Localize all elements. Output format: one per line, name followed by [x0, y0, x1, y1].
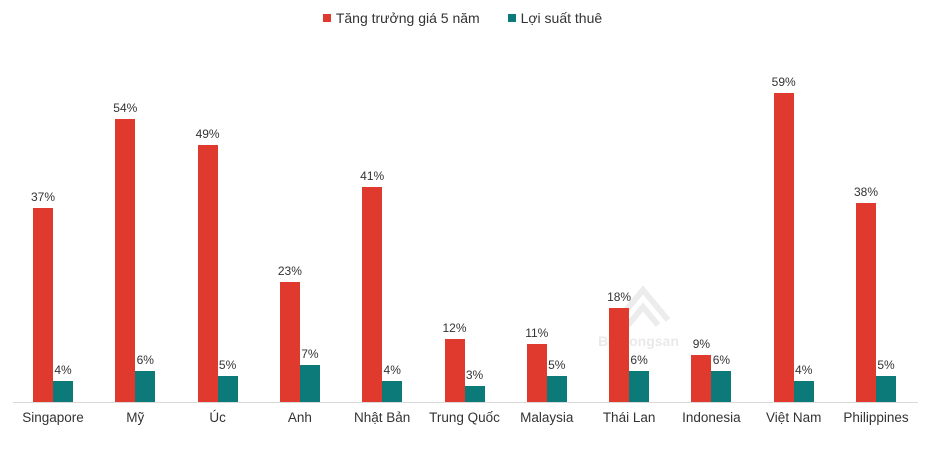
bar-yield: [135, 371, 156, 402]
x-axis-label: Malaysia: [520, 410, 574, 425]
value-label-yield: 6%: [630, 353, 648, 367]
value-label-growth: 37%: [30, 190, 56, 204]
bar-group: 49% 5%: [178, 40, 260, 402]
value-label-yield: 5%: [218, 358, 237, 372]
bar-yield: [793, 381, 814, 402]
bar-group: 23% 7%: [260, 40, 342, 402]
value-label-growth: 54%: [113, 101, 138, 115]
value-label-growth: 12%: [442, 321, 467, 335]
x-axis-label: Singapore: [22, 410, 84, 425]
value-label-yield: 6%: [136, 353, 154, 367]
bar-yield: [53, 381, 73, 402]
value-label-yield: 5%: [877, 358, 895, 372]
bar-yield: [711, 371, 732, 402]
bar-growth: [856, 203, 876, 402]
value-label-growth: 23%: [277, 264, 302, 278]
bar-group: 41% 4%: [342, 40, 424, 402]
value-label-growth: 59%: [771, 75, 796, 89]
bar-group: 54% 6%: [95, 40, 177, 402]
bar-yield: [546, 376, 567, 402]
bar-growth: [279, 282, 300, 402]
x-axis-label: Việt Nam: [766, 410, 822, 425]
bar-group: 59% 4%: [754, 40, 836, 402]
bar-yield: [629, 371, 650, 402]
value-label-growth: 38%: [853, 185, 879, 199]
bar-growth: [773, 93, 794, 402]
bar-growth: [115, 119, 136, 402]
bar-yield: [464, 386, 485, 402]
bar-growth: [526, 344, 547, 402]
bar-chart-plot-area: 37% 4% 54% 6% 49% 5% 23% 7% 41% 4% 12% 3% 11% 5% 18% 6%…: [13, 40, 918, 402]
chart-legend: Tăng trưởng giá 5 năm Lợi suất thuê: [0, 9, 925, 26]
value-label-growth: 9%: [692, 337, 711, 351]
bar-yield: [299, 365, 320, 402]
legend-item-growth: Tăng trưởng giá 5 năm: [322, 10, 480, 26]
value-label-yield: 5%: [548, 358, 566, 372]
x-axis-label: Úc: [209, 410, 226, 425]
legend-label-growth: Tăng trưởng giá 5 năm: [335, 10, 480, 26]
value-label-yield: 4%: [383, 363, 401, 377]
x-axis-label: Indonesia: [682, 410, 741, 425]
value-label-yield: 4%: [54, 363, 72, 377]
legend-item-yield: Lợi suất thuê: [507, 10, 603, 26]
x-axis-line: [13, 402, 918, 403]
bar-growth: [444, 339, 465, 402]
value-label-growth: 49%: [195, 127, 220, 141]
bar-yield: [217, 376, 238, 402]
bar-group: 38% 5%: [836, 40, 918, 402]
bar-group: 9% 6%: [671, 40, 753, 402]
x-axis-label: Trung Quốc: [429, 410, 500, 425]
legend-swatch-yield: [507, 14, 516, 22]
value-label-growth: 11%: [525, 326, 549, 340]
bar-growth: [362, 187, 383, 402]
bar-group: 18% 6%: [589, 40, 671, 402]
x-axis-label: Nhật Bản: [354, 410, 411, 425]
bar-yield: [876, 376, 896, 402]
bar-yield: [382, 381, 403, 402]
x-axis-label: Thái Lan: [602, 410, 656, 425]
bar-growth: [609, 308, 630, 402]
legend-label-yield: Lợi suất thuê: [520, 10, 603, 26]
bar-group: 37% 4%: [13, 40, 95, 402]
bar-group: 12% 3%: [425, 40, 507, 402]
bar-growth: [691, 355, 712, 402]
x-axis-label: Mỹ: [126, 410, 145, 425]
value-label-growth: 41%: [360, 169, 385, 183]
value-label-yield: 3%: [465, 368, 484, 382]
value-label-yield: 4%: [795, 363, 813, 377]
value-label-yield: 6%: [712, 353, 731, 367]
value-label-growth: 18%: [607, 290, 632, 304]
bar-growth: [197, 145, 218, 402]
bar-growth: [33, 208, 53, 402]
legend-swatch-growth: [322, 14, 331, 22]
x-axis-label: Philippines: [843, 410, 909, 425]
bar-group: 11% 5%: [507, 40, 589, 402]
value-label-yield: 7%: [301, 347, 319, 361]
x-axis-label: Anh: [287, 410, 312, 425]
